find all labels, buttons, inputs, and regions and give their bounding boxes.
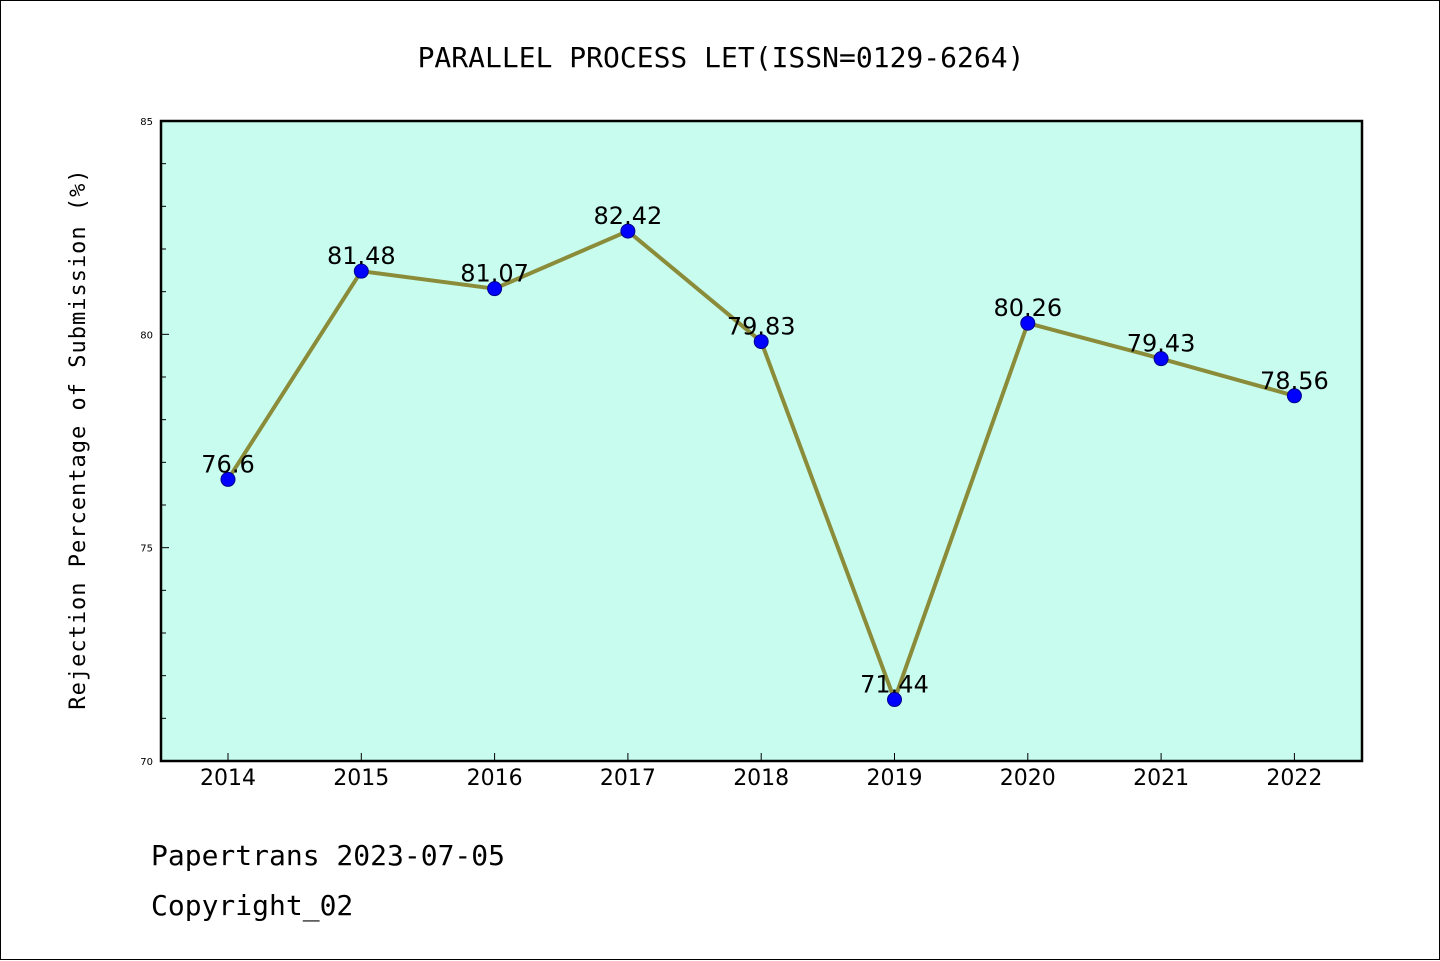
x-tick-label: 2014 bbox=[200, 766, 256, 791]
data-label: 78.56 bbox=[1260, 367, 1329, 395]
data-labels-layer: 76.6 81.48 81.07 82.42 79.83 71.44 80.26 79.43 7… bbox=[201, 202, 1328, 698]
data-point bbox=[887, 692, 902, 708]
x-tick-label: 2018 bbox=[733, 766, 789, 791]
data-point bbox=[1020, 315, 1036, 331]
data-point bbox=[620, 223, 636, 239]
data-label: 79.43 bbox=[1127, 330, 1196, 358]
plot-area bbox=[159, 119, 1364, 763]
data-point bbox=[353, 263, 369, 279]
x-tick-label: 2021 bbox=[1133, 766, 1189, 791]
data-label: 76.6 bbox=[201, 450, 254, 478]
y-tick-label: 70 bbox=[140, 757, 153, 768]
y-tick-label: 85 bbox=[140, 117, 153, 128]
y-tick-label: 80 bbox=[140, 330, 153, 341]
footer-copyright: Copyright_02 bbox=[151, 889, 353, 923]
series-layer bbox=[220, 223, 1302, 708]
data-point bbox=[220, 471, 236, 487]
data-point bbox=[1286, 388, 1302, 404]
chart-title: PARALLEL PROCESS LET(ISSN=0129-6264) bbox=[418, 41, 1025, 74]
data-label: 79.83 bbox=[727, 313, 796, 341]
x-tick-label: 2017 bbox=[600, 766, 656, 791]
y-axis-label: Rejection Percentage of Submission (%) bbox=[66, 168, 91, 709]
data-point bbox=[487, 281, 503, 297]
data-point bbox=[753, 334, 769, 350]
data-label: 81.48 bbox=[327, 242, 396, 270]
y-axis-ticks: 70 75 80 85 bbox=[140, 117, 169, 768]
x-tick-label: 2015 bbox=[333, 766, 389, 791]
data-label: 81.07 bbox=[460, 260, 529, 288]
data-label: 71.44 bbox=[860, 671, 929, 699]
x-tick-label: 2022 bbox=[1266, 766, 1322, 791]
data-label: 82.42 bbox=[594, 202, 663, 230]
y-tick-label: 75 bbox=[140, 544, 153, 555]
x-tick-label: 2019 bbox=[867, 766, 923, 791]
x-axis-ticks: 2014 2015 2016 2017 2018 2019 2020 2021 2022 bbox=[200, 753, 1322, 791]
data-point bbox=[1153, 351, 1169, 367]
footer-date: Papertrans 2023-07-05 bbox=[151, 839, 505, 872]
x-tick-label: 2016 bbox=[467, 766, 523, 791]
x-tick-label: 2020 bbox=[1000, 766, 1056, 791]
data-label: 80.26 bbox=[993, 294, 1062, 322]
